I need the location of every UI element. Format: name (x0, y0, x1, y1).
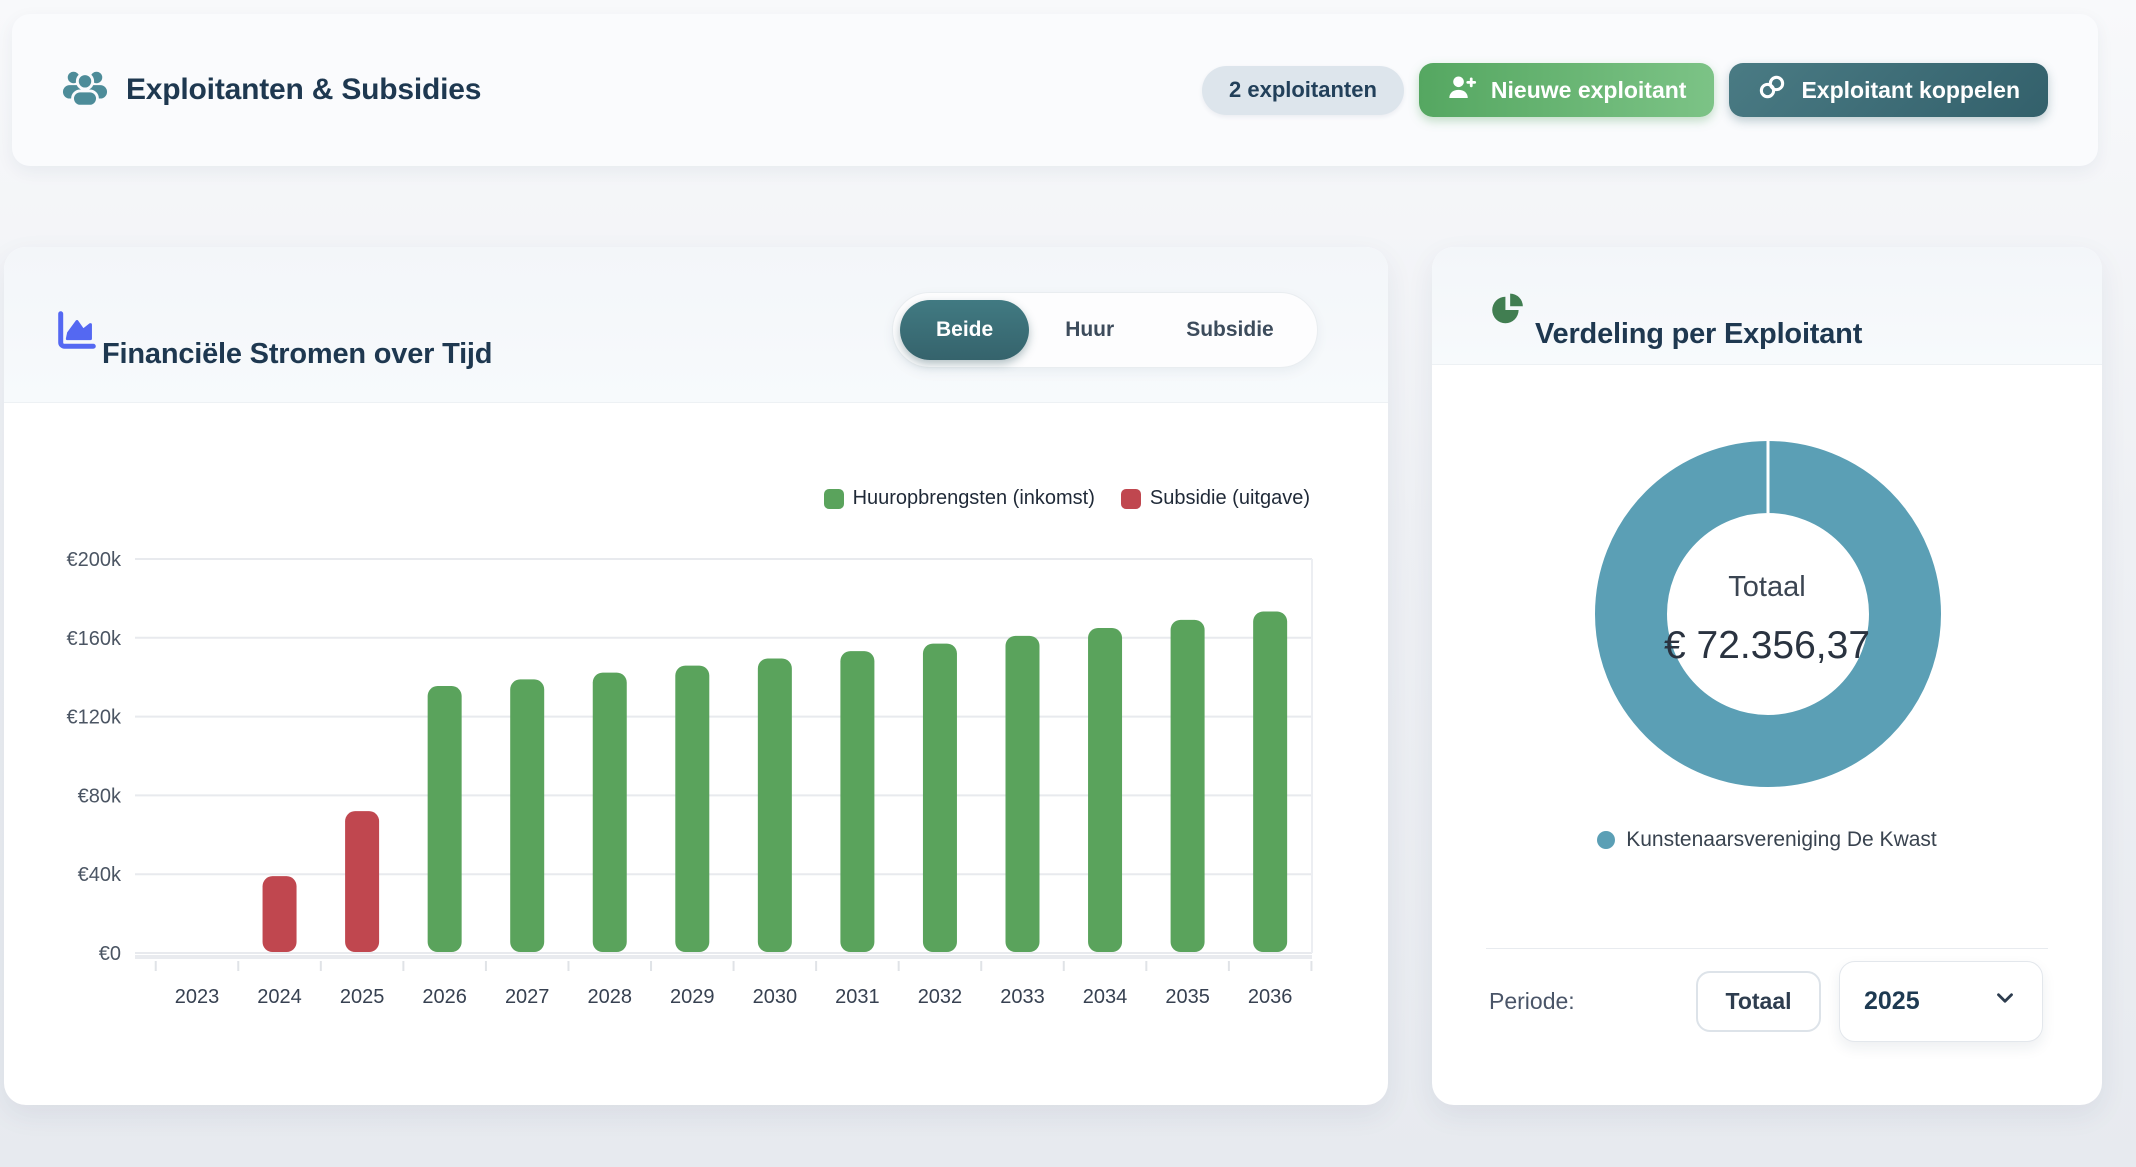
header-actions: 2 exploitanten Nieuwe exploitant Exploit… (1202, 63, 2048, 117)
financial-flows-card-header: Financiële Stromen over Tijd Beide Huur … (4, 247, 1388, 403)
page-title: Exploitanten & Subsidies (126, 73, 482, 106)
donut-center-label: Totaal (1728, 571, 1806, 603)
svg-text:2030: 2030 (753, 986, 798, 1008)
periode-label: Periode: (1489, 988, 1575, 1014)
area-chart-icon (54, 307, 100, 358)
toggle-huur-button[interactable]: Huur (1029, 300, 1150, 360)
donut-legend: Kunstenaarsvereniging De Kwast (1432, 828, 2102, 852)
new-exploitant-label: Nieuwe exploitant (1490, 76, 1687, 103)
legend-swatch-red (1120, 488, 1141, 509)
svg-text:2026: 2026 (422, 986, 467, 1008)
financial-flows-card: Financiële Stromen over Tijd Beide Huur … (4, 247, 1388, 1105)
svg-text:2028: 2028 (588, 986, 633, 1008)
svg-text:2036: 2036 (1248, 986, 1293, 1008)
user-plus-icon (1447, 73, 1477, 107)
donut-center-value: € 72.356,37 (1663, 624, 1871, 667)
divider (1486, 948, 2048, 949)
legend-dot-teal (1597, 831, 1616, 849)
new-exploitant-button[interactable]: Nieuwe exploitant (1418, 63, 1715, 117)
chevron-down-icon (1992, 985, 2018, 1018)
chart-legend: Huuropbrengsten (inkomst) Subsidie (uitg… (823, 487, 1310, 510)
svg-text:2024: 2024 (257, 986, 302, 1008)
svg-text:€40k: €40k (78, 864, 122, 886)
svg-text:2029: 2029 (670, 986, 715, 1008)
toggle-subsidie-button[interactable]: Subsidie (1150, 300, 1310, 360)
svg-text:2027: 2027 (505, 986, 550, 1008)
legend-item-huur: Huuropbrengsten (inkomst) (823, 487, 1095, 510)
donut-chart-svg (1595, 441, 1941, 787)
svg-text:2023: 2023 (175, 986, 220, 1008)
svg-text:2033: 2033 (1000, 986, 1045, 1008)
year-select[interactable]: 2025 (1839, 961, 2043, 1042)
page-header: Exploitanten & Subsidies 2 exploitanten … (12, 14, 2098, 166)
legend-swatch-green (823, 488, 844, 509)
financial-flows-title: Financiële Stromen over Tijd (102, 338, 493, 371)
svg-text:2035: 2035 (1165, 986, 1210, 1008)
donut-legend-label: Kunstenaarsvereniging De Kwast (1626, 828, 1937, 851)
svg-text:€120k: €120k (67, 707, 122, 729)
svg-text:€200k: €200k (67, 549, 122, 571)
distribution-card: Verdeling per Exploitant Totaal € 72.356… (1432, 247, 2102, 1105)
svg-text:€80k: €80k (78, 785, 122, 807)
legend-label-huur: Huuropbrengsten (inkomst) (852, 487, 1095, 509)
year-select-value: 2025 (1864, 987, 1920, 1015)
svg-text:2034: 2034 (1083, 986, 1128, 1008)
link-exploitant-label: Exploitant koppelen (1801, 76, 2020, 103)
link-icon (1757, 74, 1787, 106)
svg-text:2025: 2025 (340, 986, 385, 1008)
page-title-group: Exploitanten & Subsidies (62, 53, 481, 127)
chart-mode-toggle: Beide Huur Subsidie (892, 292, 1318, 368)
totaal-button[interactable]: Totaal (1696, 971, 1821, 1032)
svg-text:2032: 2032 (918, 986, 963, 1008)
svg-text:2031: 2031 (835, 986, 880, 1008)
svg-text:€160k: €160k (67, 628, 122, 650)
legend-item-subsidie: Subsidie (uitgave) (1120, 487, 1310, 510)
toggle-beide-button[interactable]: Beide (900, 300, 1030, 360)
exploitant-count-badge: 2 exploitanten (1202, 65, 1404, 115)
svg-text:€0: €0 (99, 943, 121, 965)
legend-label-subsidie: Subsidie (uitgave) (1149, 487, 1310, 509)
pie-chart-icon (1488, 291, 1526, 334)
users-icon (62, 68, 108, 113)
bar-chart-svg: €0 €40k €80k €120k €160k €200k 2023 2024 2025 202… (67, 549, 1313, 1008)
link-exploitant-button[interactable]: Exploitant koppelen (1729, 63, 2048, 117)
distribution-title: Verdeling per Exploitant (1535, 318, 1863, 351)
distribution-card-header: Verdeling per Exploitant (1432, 247, 2102, 365)
